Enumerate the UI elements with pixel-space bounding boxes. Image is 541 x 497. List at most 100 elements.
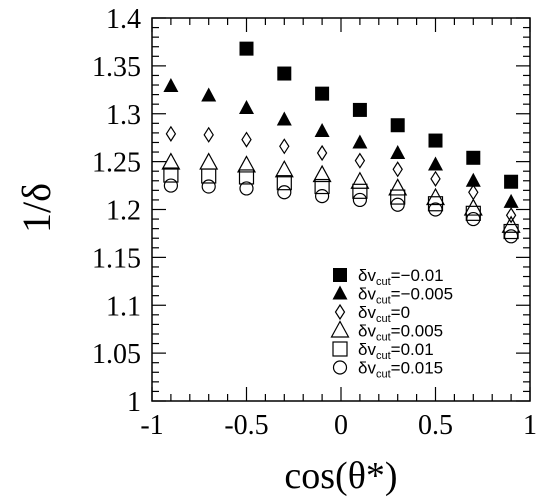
x-tick-label: -1 [140, 410, 163, 441]
data-point [314, 122, 330, 137]
data-point [430, 170, 441, 187]
legend-marker [330, 320, 350, 338]
legend-value: =−0.005 [391, 285, 453, 304]
data-point [505, 207, 517, 224]
data-point [316, 144, 328, 162]
legend-value: =−0.01 [391, 266, 444, 285]
data-point [201, 168, 217, 184]
data-point [203, 126, 214, 143]
data-point [161, 152, 181, 170]
data-point [466, 211, 481, 227]
legend-label: δvcut=0.01 [358, 340, 434, 362]
legend-subscript: cut [376, 332, 391, 344]
data-point [201, 87, 217, 102]
data-point [315, 188, 330, 204]
data-point [388, 178, 408, 196]
x-tick-label: -0.5 [224, 410, 268, 441]
legend-symbol: δv [358, 322, 376, 341]
legend-label: δvcut=−0.005 [358, 285, 453, 307]
data-point [277, 185, 292, 200]
legend-label: δvcut=0.005 [358, 322, 443, 344]
legend-value: =0.01 [391, 340, 434, 359]
data-markers [161, 41, 521, 244]
data-point [277, 66, 292, 81]
data-point [274, 159, 294, 178]
y-axis-title: 1/δ [14, 183, 59, 233]
y-tick-label: 1.1 [106, 291, 141, 322]
y-tick-labels: 1 1.05 1.1 1.15 1.2 1.25 1.3 1.35 1.4 [92, 4, 141, 418]
legend-marker [334, 303, 346, 321]
legend-subscript: cut [376, 313, 391, 325]
data-point [352, 192, 367, 208]
data-point [466, 150, 481, 165]
series-filled-square [239, 41, 519, 189]
data-point [201, 179, 216, 194]
data-point [504, 229, 519, 244]
x-tick-label: 1 [523, 410, 537, 441]
legend-value: =0 [391, 303, 410, 322]
legend-marker [332, 285, 348, 300]
series-open-square [163, 167, 519, 240]
legend-symbol: δv [358, 340, 376, 359]
legend-subscript: cut [376, 369, 391, 381]
data-point [503, 223, 519, 240]
legend-symbol: δv [358, 359, 376, 378]
data-point [315, 86, 330, 101]
data-point [236, 155, 257, 173]
data-point [279, 138, 290, 155]
series-open-diamond [165, 125, 517, 224]
data-point [427, 196, 444, 212]
plot-frame [151, 17, 531, 402]
data-point [390, 145, 406, 160]
legend-label: δvcut=−0.01 [358, 266, 444, 288]
x-tick-labels: -1 -0.5 0 0.5 1 [140, 410, 537, 441]
axis-ticks [151, 17, 531, 402]
y-tick-label: 1.4 [106, 4, 141, 35]
y-tick-label: 1.35 [92, 52, 141, 83]
data-point [350, 171, 370, 189]
legend-value: =0.005 [391, 322, 443, 341]
x-tick-label: 0 [334, 410, 348, 441]
data-point [199, 152, 219, 170]
data-point [276, 111, 292, 126]
data-point [239, 100, 254, 115]
data-point [241, 131, 252, 148]
data-point [352, 102, 367, 117]
series-filled-triangle [163, 77, 519, 208]
legend-value: =0.015 [391, 359, 443, 378]
data-point [163, 178, 178, 193]
legend-entry: δvcut=0 [334, 303, 410, 325]
series-open-circle [163, 178, 519, 244]
data-point [239, 41, 254, 56]
y-tick-label: 1.25 [92, 148, 141, 179]
legend: δvcut=−0.01δvcut=−0.005δvcut=0δvcut=0.00… [330, 266, 453, 381]
legend-entry: δvcut=−0.005 [332, 285, 453, 307]
data-point [428, 133, 443, 148]
data-point [238, 169, 255, 185]
data-point [463, 198, 483, 216]
legend-marker [332, 341, 348, 357]
data-point [503, 193, 519, 208]
data-point [312, 164, 332, 183]
series-open-triangle [161, 152, 521, 233]
y-tick-label: 1.2 [106, 196, 141, 227]
data-point [504, 174, 519, 189]
data-point [352, 183, 368, 199]
x-tick-label: 0.5 [418, 410, 453, 441]
data-point [465, 172, 481, 187]
legend-label: δvcut=0 [358, 303, 410, 325]
data-point [165, 125, 177, 142]
legend-subscript: cut [376, 276, 391, 288]
data-point [314, 178, 330, 195]
legend-subscript: cut [376, 295, 391, 307]
x-axis-title: cos(θ*) [284, 455, 397, 497]
y-tick-label: 1 [127, 387, 141, 418]
y-tick-label: 1.3 [106, 100, 141, 131]
data-point [392, 161, 403, 178]
data-point [390, 197, 405, 212]
data-point [354, 152, 366, 169]
legend-symbol: δv [358, 285, 376, 304]
data-point [163, 167, 179, 183]
data-point [390, 118, 405, 133]
